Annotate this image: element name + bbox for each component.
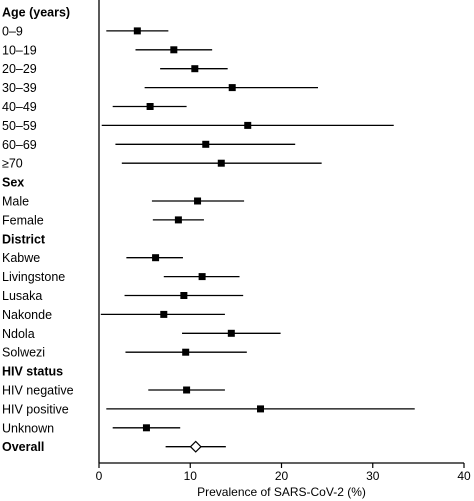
point-estimate bbox=[227, 329, 235, 337]
x-tick-label: 10 bbox=[184, 469, 198, 483]
point-estimate bbox=[202, 140, 210, 148]
row-label: 20–29 bbox=[2, 62, 37, 76]
group-heading: District bbox=[2, 232, 46, 246]
x-tick-label: 20 bbox=[275, 469, 289, 483]
point-estimate bbox=[133, 27, 141, 35]
point-estimate bbox=[183, 386, 191, 394]
point-estimate bbox=[142, 424, 150, 432]
point-estimate bbox=[182, 348, 190, 356]
row-label: HIV negative bbox=[2, 384, 74, 398]
row-label: 0–9 bbox=[2, 24, 23, 38]
point-estimate bbox=[160, 310, 168, 318]
overall-estimate-diamond bbox=[189, 440, 202, 453]
x-ticks: 0 10 20 30 40 bbox=[96, 463, 471, 483]
point-estimate bbox=[146, 103, 154, 110]
row-label: Male bbox=[2, 195, 29, 209]
row-label: 60–69 bbox=[2, 138, 37, 152]
row-label: 50–59 bbox=[2, 119, 37, 133]
point-estimate bbox=[174, 216, 182, 224]
row-label: 40–49 bbox=[2, 100, 37, 114]
point-estimate bbox=[257, 405, 265, 413]
x-tick-label: 40 bbox=[457, 469, 471, 483]
point-estimate bbox=[191, 65, 199, 73]
point-estimate bbox=[152, 254, 160, 262]
row-label: 10–19 bbox=[2, 43, 37, 57]
row-label: Nakonde bbox=[2, 308, 52, 322]
x-axis: 0 10 20 30 40 Prevalence of SARS-CoV-2 (%) bbox=[96, 462, 471, 499]
row-label: Solwezi bbox=[2, 346, 45, 360]
point-estimate bbox=[194, 197, 202, 205]
plot-area bbox=[98, 0, 415, 463]
row-label: Livingstone bbox=[2, 270, 65, 284]
point-estimate bbox=[180, 292, 188, 299]
point-estimate bbox=[217, 159, 225, 167]
x-axis-label: Prevalence of SARS-CoV-2 (%) bbox=[197, 485, 366, 499]
row-label: Ndola bbox=[2, 327, 35, 341]
row-label: Unknown bbox=[2, 421, 54, 435]
group-heading: Overall bbox=[2, 440, 44, 454]
row-label: 30–39 bbox=[2, 81, 37, 95]
group-heading: Age (years) bbox=[2, 6, 70, 20]
point-estimate bbox=[170, 46, 178, 54]
row-label: Kabwe bbox=[2, 251, 40, 265]
x-tick-label: 30 bbox=[366, 469, 380, 483]
point-estimate bbox=[244, 121, 252, 129]
row-label: Female bbox=[2, 213, 44, 227]
group-heading: Sex bbox=[2, 176, 24, 190]
row-label: ≥70 bbox=[2, 157, 23, 171]
point-estimate bbox=[228, 84, 236, 92]
point-estimate bbox=[198, 273, 206, 281]
estimate-marks bbox=[100, 27, 415, 453]
row-label: HIV positive bbox=[2, 402, 69, 416]
x-tick-label: 0 bbox=[96, 469, 103, 483]
row-label: Lusaka bbox=[2, 289, 42, 303]
group-heading: HIV status bbox=[2, 365, 63, 379]
row-labels: Age (years) 0–9 10–19 20–29 30–39 40–49 50–59 6… bbox=[2, 6, 74, 455]
